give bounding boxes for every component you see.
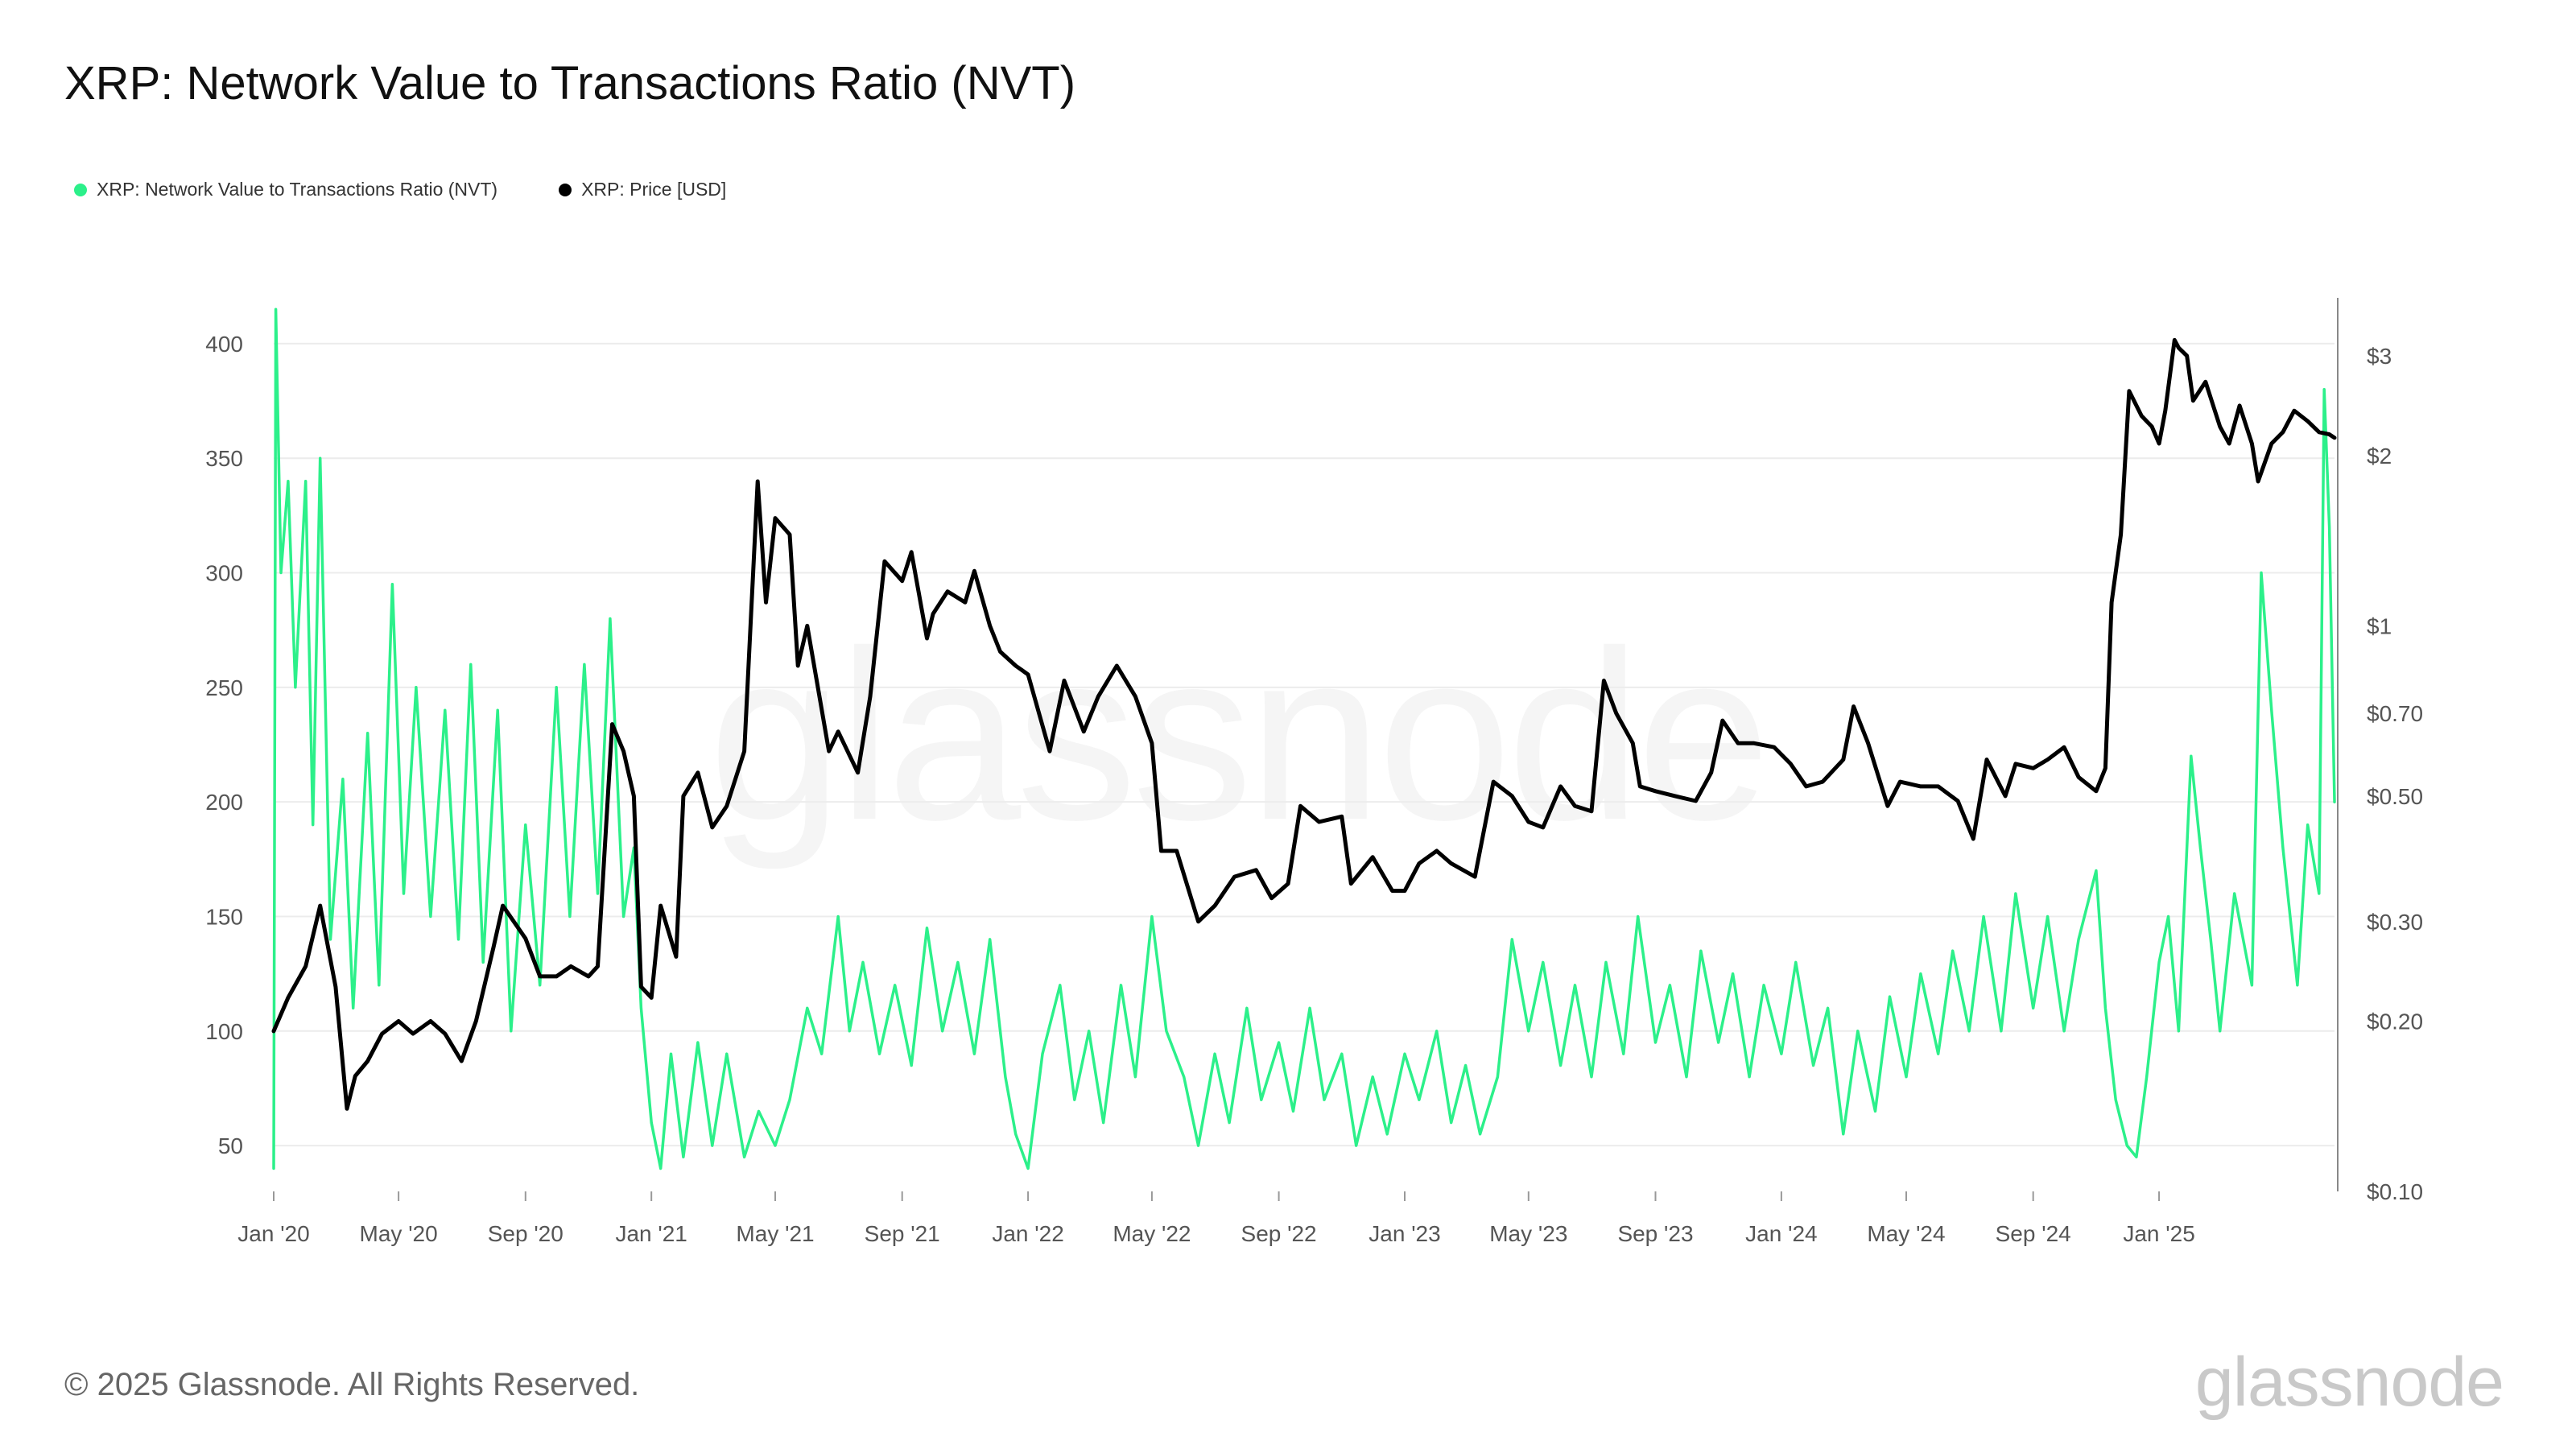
nvt-series-line (272, 308, 2336, 1170)
y-right-tick-label: $0.10 (2367, 1179, 2423, 1204)
y-left-tick-label: 50 (218, 1133, 243, 1158)
y-right-tick-label: $3 (2367, 344, 2392, 369)
x-tick-label: Jan '20 (237, 1221, 309, 1246)
x-tick-label: Sep '20 (488, 1221, 564, 1246)
chart-legend: XRP: Network Value to Transactions Ratio… (74, 179, 726, 200)
x-tick-label: May '21 (736, 1221, 814, 1246)
y-right-tick-label: $1 (2367, 613, 2392, 638)
y-left-tick-label: 200 (205, 790, 243, 815)
y-left-tick-label: 400 (205, 332, 243, 357)
x-tick-label: Sep '22 (1241, 1221, 1317, 1246)
copyright-text: © 2025 Glassnode. All Rights Reserved. (64, 1367, 640, 1402)
y-right-tick-label: $0.30 (2367, 910, 2423, 935)
legend-label-price: XRP: Price [USD] (581, 179, 727, 200)
x-tick-label: Jan '23 (1368, 1221, 1440, 1246)
y-left-tick-label: 100 (205, 1019, 243, 1044)
x-tick-label: Sep '24 (1996, 1221, 2071, 1246)
x-tick-label: May '23 (1489, 1221, 1567, 1246)
x-tick-label: Jan '22 (992, 1221, 1063, 1246)
legend-item-nvt[interactable]: XRP: Network Value to Transactions Ratio… (74, 179, 497, 200)
chart-title: XRP: Network Value to Transactions Ratio… (64, 57, 1076, 109)
legend-item-price[interactable]: XRP: Price [USD] (559, 179, 726, 200)
legend-swatch-price (559, 183, 572, 196)
legend-label-nvt: XRP: Network Value to Transactions Ratio… (97, 179, 498, 200)
y-left-tick-label: 350 (205, 446, 243, 471)
y-right-tick-label: $0.20 (2367, 1009, 2423, 1034)
y-right-tick-label: $2 (2367, 444, 2392, 469)
x-tick-label: Jan '25 (2123, 1221, 2194, 1246)
price-series-line (271, 337, 2337, 1111)
x-tick-label: Sep '21 (865, 1221, 940, 1246)
x-tick-label: Jan '24 (1745, 1221, 1817, 1246)
x-tick-label: May '20 (360, 1221, 438, 1246)
y-left-tick-label: 300 (205, 561, 243, 586)
x-tick-label: Sep '23 (1617, 1221, 1693, 1246)
legend-swatch-nvt (74, 183, 87, 196)
y-right-tick-label: $0.70 (2367, 701, 2423, 726)
x-tick-label: May '24 (1867, 1221, 1945, 1246)
y-left-tick-label: 250 (205, 675, 243, 700)
glassnode-logo: glassnode (2194, 1344, 2504, 1421)
y-right-tick-label: $0.50 (2367, 784, 2423, 809)
x-tick-label: Jan '21 (615, 1221, 687, 1246)
y-left-tick-label: 150 (205, 904, 243, 929)
x-tick-label: May '22 (1113, 1221, 1191, 1246)
